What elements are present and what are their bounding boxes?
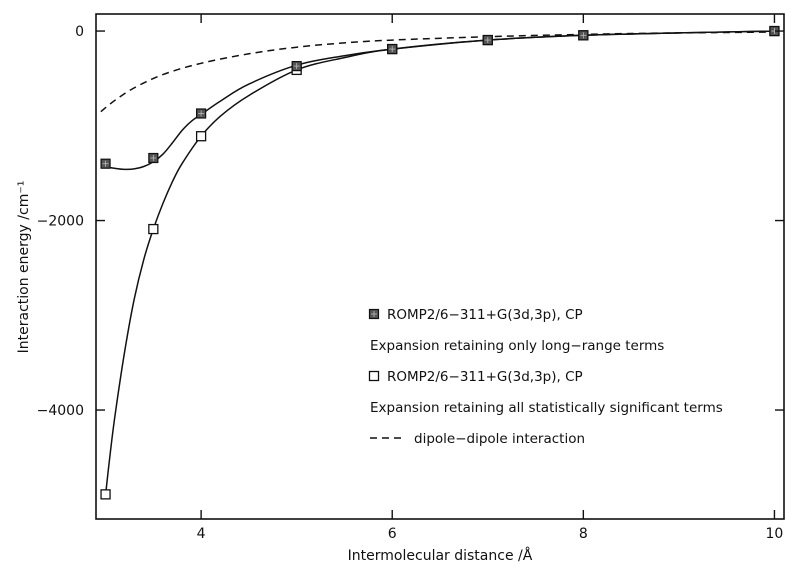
- legend-label: Expansion retaining all statistically si…: [370, 400, 723, 416]
- curves: [100, 30, 775, 495]
- x-tick-label: 10: [766, 526, 784, 542]
- marker-open-square: [148, 223, 159, 235]
- data-point: [196, 108, 207, 119]
- data-point: [195, 131, 207, 142]
- data-point: [578, 30, 589, 41]
- legend-symbol: [368, 370, 380, 382]
- legend-label: Expansion retaining only long−range term…: [370, 338, 664, 354]
- y-tick-label: −2000: [37, 214, 84, 230]
- marker-open-square: [368, 370, 380, 382]
- data-point: [148, 223, 159, 235]
- legend: ROMP2/6−311+G(3d,3p), CP Expansion retain…: [368, 307, 723, 447]
- x-tick-label: 6: [388, 526, 397, 542]
- data-point: [148, 152, 159, 164]
- x-axis-label: Intermolecular distance /Å: [348, 547, 533, 564]
- data-point: [482, 34, 493, 46]
- legend-symbol: [368, 308, 380, 320]
- y-tick-label: −4000: [37, 403, 84, 419]
- data-point: [291, 61, 302, 72]
- y-tick-label: 0: [75, 24, 84, 40]
- legend-label: ROMP2/6−311+G(3d,3p), CP: [387, 307, 583, 323]
- curve-dipole-dipole: [100, 31, 775, 113]
- plot-frame: [95, 13, 785, 520]
- markers: [100, 25, 780, 500]
- data-point: [100, 158, 111, 169]
- legend-label: ROMP2/6−311+G(3d,3p), CP: [387, 369, 583, 385]
- legend-label: dipole−dipole interaction: [414, 431, 585, 447]
- marker-open-square: [100, 489, 111, 500]
- x-tick-label: 4: [197, 526, 206, 542]
- y-axis-label: Interaction energy /cm⁻¹: [16, 181, 32, 354]
- curve-fit-1: [105, 30, 775, 171]
- marker-open-square: [195, 131, 207, 142]
- axis-ticks: 4 6 8 10 0 −2000 −4000: [37, 14, 784, 542]
- data-point: [387, 43, 398, 55]
- curve-fit-2: [104, 30, 775, 495]
- data-point: [100, 489, 111, 500]
- x-tick-label: 8: [579, 526, 588, 542]
